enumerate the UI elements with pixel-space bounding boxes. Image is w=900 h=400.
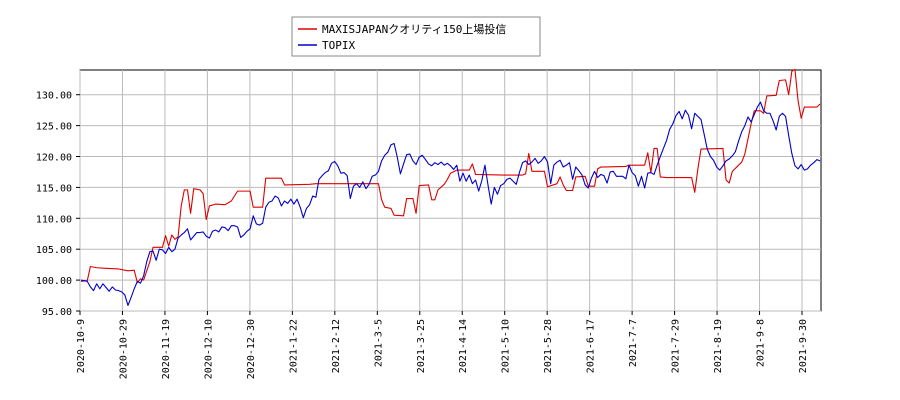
- x-tick-label: 2021-1-22: [288, 319, 299, 373]
- plot-area: [79, 69, 822, 312]
- x-tick-label: 2020-11-19: [161, 319, 172, 379]
- x-tick-label: 2021-3-25: [416, 319, 427, 373]
- grid: [79, 70, 821, 312]
- x-tick-label: 2020-10-29: [118, 319, 129, 379]
- x-tick-label: 2020-12-30: [246, 319, 257, 379]
- x-axis: 2020-10-9 2020-10-29 2020-11-19 2020-12-10 2…: [76, 311, 809, 379]
- x-tick-label: 2021-2-12: [331, 319, 342, 373]
- x-tick-label: 2020-12-10: [203, 319, 214, 379]
- x-tick-label: 2021-7-7: [628, 319, 639, 367]
- legend-box: [291, 16, 541, 57]
- series-lines: [80, 68, 821, 306]
- y-tick-label: 115.00: [36, 183, 72, 194]
- legend: MAXISJAPANクオリティ150上場投信 TOPIX: [291, 16, 541, 57]
- x-tick-label: 2021-5-10: [501, 319, 512, 373]
- x-tick-label: 2021-4-14: [458, 319, 469, 373]
- legend-label-topix: TOPIX: [322, 39, 355, 52]
- x-tick-label: 2021-9-30: [798, 319, 809, 373]
- x-tick-label: 2020-10-9: [76, 319, 87, 373]
- y-tick-label: 100.00: [36, 276, 72, 287]
- y-tick-label: 125.00: [36, 122, 72, 133]
- y-tick-label: 130.00: [36, 91, 72, 102]
- x-tick-label: 2021-5-28: [543, 319, 554, 373]
- x-tick-label: 2021-7-29: [671, 319, 682, 373]
- y-tick-label: 95.00: [42, 307, 72, 318]
- x-tick-label: 2021-6-17: [586, 319, 597, 373]
- series-line-topix: [80, 101, 821, 306]
- x-tick-label: 2021-9-8: [756, 319, 767, 367]
- legend-label-maxis: MAXISJAPANクオリティ150上場投信: [322, 22, 506, 36]
- series-line-maxis: [80, 68, 821, 284]
- x-tick-label: 2021-3-5: [373, 319, 384, 367]
- y-tick-label: 105.00: [36, 245, 72, 256]
- x-tick-label: 2021-8-19: [713, 319, 724, 373]
- y-tick-label: 110.00: [36, 214, 72, 225]
- y-tick-label: 120.00: [36, 153, 72, 164]
- y-axis: 95.00 100.00 105.00 110.00 115.00 120.00 125.0…: [36, 91, 80, 318]
